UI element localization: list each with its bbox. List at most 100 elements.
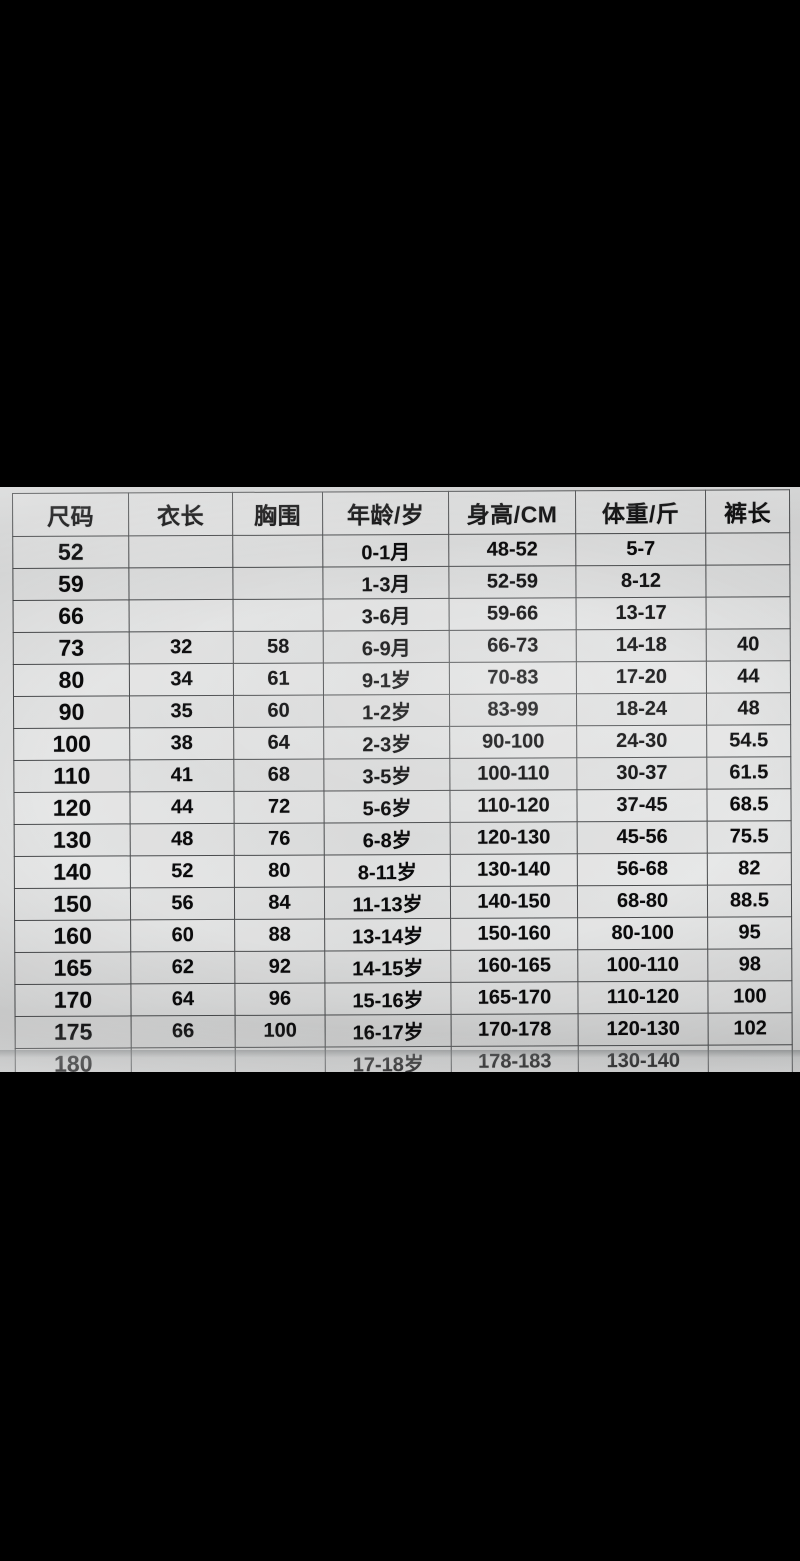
cell-bust: 100	[235, 1014, 326, 1048]
cell-pant-length: 40	[706, 628, 791, 662]
cell-pant-length: 95	[707, 916, 792, 950]
cell-pant-length: 68.5	[706, 788, 792, 822]
cell-pant-length: 82	[707, 852, 792, 886]
cell-height: 100-110	[449, 757, 577, 791]
cell-bust: 64	[233, 726, 324, 760]
column-header-height: 身高/CM	[448, 490, 576, 535]
cell-height: 165-170	[450, 981, 579, 1015]
column-header-pant-length: 裤长	[705, 489, 790, 534]
cell-pant-length: 75.5	[707, 820, 792, 854]
cell-size: 80	[13, 663, 130, 697]
table-row: 52 0-1月 48-52 5-7	[12, 532, 790, 569]
cell-bust: 72	[233, 790, 325, 824]
cell-weight: 56-68	[577, 853, 708, 886]
cell-size: 110	[13, 759, 130, 793]
cell-age: 9-1岁	[323, 662, 450, 695]
cell-bust: 92	[234, 950, 325, 984]
cell-age: 3-5岁	[323, 758, 450, 791]
cell-bust	[232, 566, 324, 600]
table-row: 80 34 61 9-1岁 70-83 17-20 44	[13, 660, 791, 697]
cell-age: 3-6月	[323, 598, 450, 631]
cell-age: 14-15岁	[324, 950, 451, 983]
table-row: 130 48 76 6-8岁 120-130 45-56 75.5	[14, 820, 792, 857]
table-row: 140 52 80 8-11岁 130-140 56-68 82	[14, 852, 792, 889]
cell-bust	[233, 598, 324, 632]
cell-height: 70-83	[449, 661, 577, 695]
cell-weight: 13-17	[576, 597, 707, 630]
cell-age: 5-6岁	[323, 790, 451, 823]
cell-bust: 61	[233, 662, 324, 696]
cell-weight: 37-45	[576, 789, 708, 822]
cell-pant-length: 100	[707, 980, 793, 1014]
table-row: 90 35 60 1-2岁 83-99 18-24 48	[13, 692, 791, 729]
cell-weight: 5-7	[575, 533, 706, 566]
cell-age: 0-1月	[322, 534, 449, 567]
cell-age: 1-2岁	[323, 694, 450, 727]
paper-sheet: 尺码 衣长 胸围 年龄/岁 身高/CM 体重/斤 裤长 52 0-1月 48-52 5…	[0, 487, 800, 1072]
column-header-garment-length: 衣长	[128, 492, 233, 536]
cell-size: 150	[14, 887, 131, 921]
table-row: 175 66 100 16-17岁 170-178 120-130 102	[15, 1012, 793, 1049]
cell-size: 100	[13, 727, 130, 761]
cell-bust: 76	[234, 822, 325, 856]
cell-garment-length	[128, 535, 233, 568]
cell-pant-length: 88.5	[707, 884, 792, 918]
column-header-weight: 体重/斤	[575, 490, 706, 534]
cell-height: 130-140	[450, 853, 578, 887]
cell-size: 66	[13, 599, 130, 633]
cell-garment-length: 48	[130, 823, 235, 856]
cell-height: 170-178	[451, 1013, 579, 1047]
cell-age: 16-17岁	[325, 1014, 452, 1047]
cell-garment-length: 66	[131, 1015, 236, 1048]
cell-size: 73	[13, 631, 130, 665]
cell-garment-length: 41	[129, 759, 234, 792]
cell-age: 15-16岁	[324, 982, 452, 1015]
table-row: 100 38 64 2-3岁 90-100 24-30 54.5	[13, 724, 791, 761]
cell-weight: 80-100	[577, 917, 708, 950]
cell-size: 130	[14, 823, 131, 857]
cell-bust: 80	[234, 854, 325, 888]
cell-garment-length: 35	[129, 695, 234, 728]
cell-size: 165	[14, 951, 131, 985]
cell-age: 8-11岁	[324, 854, 451, 887]
cell-age: 1-3月	[322, 566, 450, 599]
table-row: 66 3-6月 59-66 13-17	[13, 596, 791, 633]
cell-height: 59-66	[449, 597, 577, 631]
cell-garment-length: 32	[129, 631, 234, 664]
cell-bust: 58	[233, 630, 324, 664]
cell-age: 6-9月	[323, 630, 450, 663]
cell-weight: 24-30	[576, 725, 707, 758]
cell-bust	[232, 534, 323, 568]
cell-pant-length: 44	[706, 660, 791, 694]
cell-size: 175	[15, 1015, 132, 1049]
cell-pant-length: 48	[706, 692, 791, 726]
table-row: 160 60 88 13-14岁 150-160 80-100 95	[14, 916, 792, 953]
table-row: 120 44 72 5-6岁 110-120 37-45 68.5	[13, 788, 792, 825]
cell-pant-length: 54.5	[706, 724, 791, 758]
cell-weight: 8-12	[575, 565, 707, 598]
table-row: 170 64 96 15-16岁 165-170 110-120 100	[14, 980, 793, 1017]
cell-garment-length: 34	[129, 663, 234, 696]
cell-pant-length: 61.5	[706, 756, 791, 790]
cell-height: 150-160	[450, 917, 578, 951]
table-row: 150 56 84 11-13岁 140-150 68-80 88.5	[14, 884, 792, 921]
cell-height: 52-59	[448, 565, 577, 599]
cell-height: 48-52	[448, 533, 576, 567]
column-header-bust: 胸围	[232, 491, 323, 536]
cell-garment-length	[128, 567, 234, 600]
cell-pant-length	[705, 532, 790, 566]
cell-garment-length: 44	[129, 791, 235, 824]
cell-weight: 18-24	[576, 693, 707, 726]
cell-size: 140	[14, 855, 131, 889]
cell-weight: 68-80	[577, 885, 708, 918]
cell-age: 13-14岁	[324, 918, 451, 951]
cell-age: 11-13岁	[324, 886, 451, 919]
table-row: 110 41 68 3-5岁 100-110 30-37 61.5	[13, 756, 791, 793]
cell-height: 90-100	[449, 725, 577, 759]
cell-height: 110-120	[449, 789, 578, 823]
table-row: 165 62 92 14-15岁 160-165 100-110 98	[14, 948, 792, 985]
cell-bust: 84	[234, 886, 325, 920]
cell-weight: 110-120	[577, 981, 709, 1014]
cell-weight: 100-110	[577, 949, 708, 982]
